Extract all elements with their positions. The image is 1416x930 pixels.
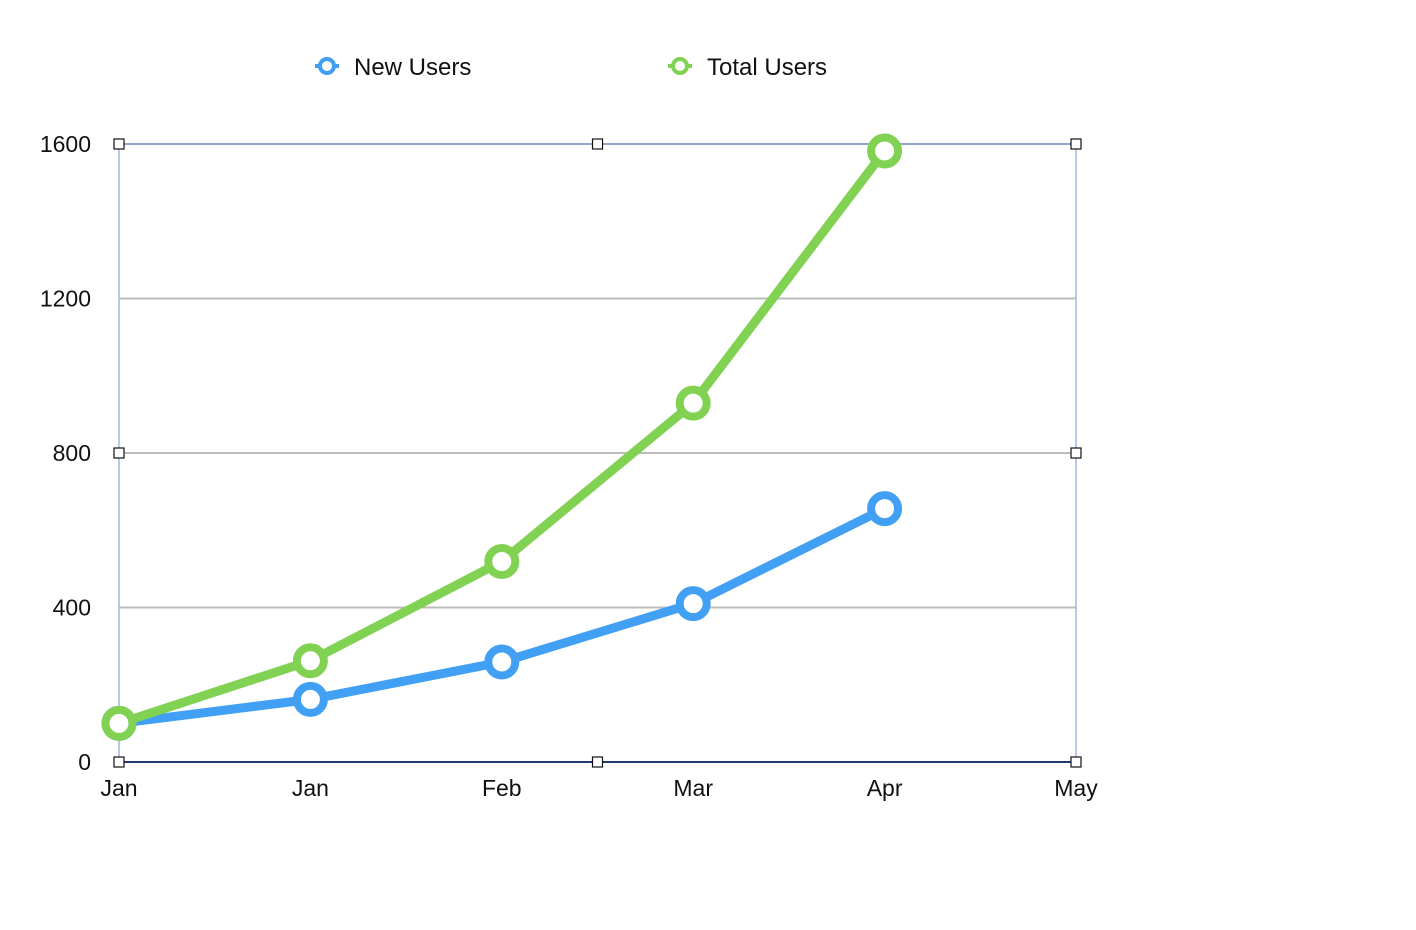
series-group [101, 133, 903, 741]
legend-label: Total Users [707, 54, 827, 81]
x-tick-label: Apr [867, 775, 903, 801]
x-axis-ticks: Jan Jan Feb Mar Apr May [100, 775, 1098, 801]
series-1-point [484, 644, 520, 680]
resize-handle[interactable] [113, 756, 125, 768]
resize-handle[interactable] [113, 138, 125, 150]
legend-swatch-marker [318, 57, 336, 75]
y-tick-label: 0 [78, 749, 91, 775]
legend-label: New Users [354, 54, 471, 81]
grid-lines [119, 143, 1076, 609]
series-2-point [867, 133, 903, 169]
resize-handle[interactable] [113, 447, 125, 459]
x-tick-label: Jan [292, 775, 329, 801]
series-line-1 [114, 504, 890, 728]
series-2-point [292, 643, 328, 679]
y-tick-label: 800 [53, 440, 91, 466]
x-tick-label: Mar [673, 775, 713, 801]
legend-swatch-marker [671, 57, 689, 75]
y-axis-ticks: 0 400 800 1200 1600 [40, 131, 91, 775]
series-line-2 [114, 146, 890, 728]
series-1-point [292, 681, 328, 717]
x-tick-label: Jan [100, 775, 137, 801]
resize-handle[interactable] [591, 756, 604, 768]
series-2-point [101, 705, 137, 741]
series-2-point [484, 544, 520, 580]
series-1-point [675, 586, 711, 622]
y-tick-label: 1600 [40, 131, 91, 157]
resize-handle[interactable] [1070, 447, 1082, 459]
y-tick-label: 400 [53, 595, 91, 621]
x-tick-label: May [1054, 775, 1098, 801]
resize-handle[interactable] [1070, 756, 1082, 768]
series-2-point [675, 385, 711, 421]
x-tick-label: Feb [482, 775, 522, 801]
selection-handles[interactable] [113, 138, 1082, 768]
resize-handle[interactable] [591, 138, 604, 150]
series-1-point [867, 491, 903, 527]
resize-handle[interactable] [1070, 138, 1082, 150]
legend: New Users Total Users [315, 54, 827, 81]
y-tick-label: 1200 [40, 286, 91, 312]
